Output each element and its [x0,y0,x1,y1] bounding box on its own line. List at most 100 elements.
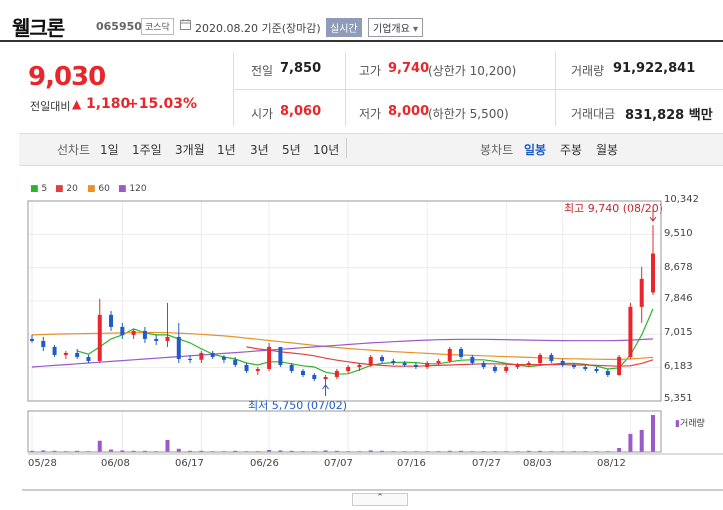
period-5y[interactable]: 5년 [282,143,301,157]
candle-body [255,368,260,371]
tab-weekly[interactable]: 주봉 [560,143,583,157]
volume-legend: ▮거래량 [675,419,705,429]
volume-bar [233,450,238,452]
candle-body [334,370,339,377]
candle-body [560,360,565,365]
candle-body [538,354,543,363]
base-date: 2020.08.20 기준(장마감) [195,22,321,35]
lower-limit: (하한가 5,500) [428,107,509,121]
candle-body [199,352,204,360]
candle-body [413,364,418,367]
y-tick: 8,678 [664,262,693,273]
period-3y[interactable]: 3년 [250,143,269,157]
volume-frame [27,410,662,453]
volume-bar [142,450,147,452]
candle-body [515,364,520,367]
period-3m[interactable]: 3개월 [175,143,205,157]
candle-body [380,356,385,361]
candle-body [436,360,441,363]
candle-body [628,306,633,357]
candle-body [594,368,599,371]
volume-bar [368,450,373,452]
divider [233,89,723,90]
candle-chart-label: 봉차트 [480,143,514,157]
candle-body [504,366,509,371]
change-label: 전일대비 [30,100,71,113]
candle-body [165,336,170,341]
chevron-up-icon: ⌃ [376,493,384,503]
trade-value-label: 거래대금 [571,107,616,121]
volume-bar [639,429,644,452]
prev-close-label: 전일 [251,64,274,78]
x-tick: 06/08 [101,458,130,469]
candle-body [549,354,554,361]
ma-line-5 [77,308,654,375]
volume-bar [109,449,114,452]
candle-body [357,364,362,367]
x-tick: 07/27 [472,458,501,469]
candle-body [97,314,102,361]
y-tick: 5,351 [664,393,693,404]
tab-daily[interactable]: 일봉 [524,143,547,157]
candle-body [109,314,114,327]
volume-bar [52,450,57,452]
stock-name: 웰크론 [12,16,65,40]
candle-body [312,374,317,380]
candle-body [459,348,464,357]
max-price-annotation: 최고 9,740 (08/20) [564,202,664,215]
volume-bar [176,448,181,452]
candle-body [583,366,588,369]
candle-body [391,360,396,363]
volume-bar [651,415,655,452]
volume-bar [323,450,328,452]
high-value: 9,740 [388,61,430,76]
legend-ma120: ■ 120 [118,184,147,194]
y-tick: 9,510 [664,228,693,239]
candle-body [63,352,68,355]
candle-body [368,356,373,365]
candle-body [425,362,430,367]
company-info-dropdown[interactable]: 기업개요 ▾ [368,18,424,37]
period-1d[interactable]: 1일 [100,143,119,157]
volume-bar [447,450,452,452]
legend-ma60: ■ 60 [87,184,110,194]
volume-bar [41,450,46,452]
candle-body [571,364,576,367]
volume-bar [199,450,204,452]
candle-body [154,338,159,341]
candle-body [617,356,622,375]
x-tick: 07/07 [324,458,353,469]
x-tick: 08/03 [523,458,552,469]
x-tick: 06/17 [175,458,204,469]
open-value: 8,060 [280,104,322,119]
tab-monthly[interactable]: 월봉 [596,143,619,157]
candle-body [188,358,193,360]
up-arrow-icon: ▲ [72,97,82,111]
candle-body [402,362,407,365]
y-tick: 7,846 [664,293,693,304]
collapse-chart-button[interactable]: ⌃ [352,493,408,506]
candle-body [244,364,249,371]
volume-label: 거래량 [571,64,605,78]
period-1y[interactable]: 1년 [217,143,236,157]
candle-body [210,352,215,357]
upper-limit: (상한가 10,200) [428,64,517,78]
high-label: 고가 [359,64,382,78]
candle-body [300,370,305,375]
realtime-button[interactable]: 실시간 [326,18,362,37]
legend-ma20: ■ 20 [55,184,78,194]
volume-bar [526,450,531,452]
volume-bar [380,450,385,452]
min-arrow-head [322,384,329,390]
volume-bar [165,439,170,452]
period-1w[interactable]: 1주일 [132,143,162,157]
volume-bar [97,440,102,452]
candle-body [233,359,238,365]
period-10y[interactable]: 10년 [313,143,340,157]
candle-body [492,366,497,371]
volume-bar [267,449,272,452]
candle-body [52,346,57,355]
open-label: 시가 [251,107,274,121]
ma-line-120 [31,338,654,368]
